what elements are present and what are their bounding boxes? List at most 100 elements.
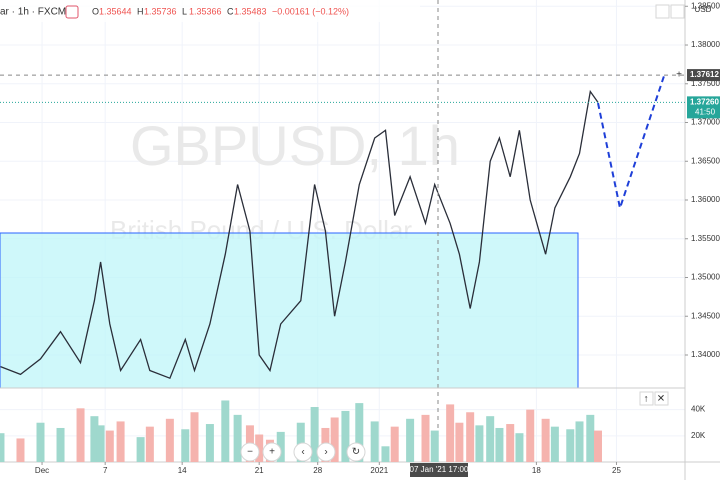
volume-bar: [165, 418, 174, 462]
volume-bar: [181, 429, 190, 462]
volume-bar: [455, 422, 464, 462]
volume-bar: [233, 414, 242, 462]
countdown: 41:50: [695, 107, 716, 116]
icon: ‹: [301, 447, 304, 458]
volume-controls: ↑ ✕: [639, 391, 669, 406]
scroll-right[interactable]: [316, 442, 336, 462]
volume-bar: [90, 416, 99, 462]
icon: +: [269, 447, 275, 458]
volume-bar: [466, 412, 475, 462]
crosshair-price: 1.37612: [690, 70, 719, 79]
plot: [0, 89, 599, 380]
volume-bar: [330, 417, 339, 462]
scroll-button[interactable]: [655, 4, 670, 19]
icon: ✕: [657, 394, 665, 405]
crosshair-plus: +: [676, 70, 682, 81]
symbol-label[interactable]: ar · 1h · FXCM: [0, 7, 66, 18]
ohlc-value: 1.35644: [99, 6, 132, 16]
y-tick-label: 1.38000: [691, 40, 720, 49]
y-tick-label: 1.34500: [691, 311, 720, 320]
x-tick-label: Dec: [35, 466, 49, 475]
volume-bar: [495, 427, 504, 462]
change: −0.00161 (−0.12%): [272, 6, 349, 16]
volume-bar: [96, 425, 105, 462]
x-tick-label: 28: [313, 466, 322, 475]
icon: ↑: [644, 394, 649, 405]
x-tick-label: 2021: [370, 466, 388, 475]
volume-bar: [446, 404, 455, 462]
volume-bar: [566, 429, 575, 462]
price-line: [0, 89, 599, 380]
volume-bar: [145, 426, 154, 462]
volume-bar: [56, 427, 65, 462]
ohlc-value: 1.35736: [144, 6, 177, 16]
y2-tick-label: 40K: [691, 405, 706, 414]
y-tick-label: 1.35500: [691, 234, 720, 243]
y-tick-label: 1.37500: [691, 79, 720, 88]
x-tick-label: 18: [532, 466, 541, 475]
x-tick-label: 21: [255, 466, 264, 475]
volume-bar: [255, 434, 264, 462]
close-button[interactable]: [654, 391, 669, 406]
volume-bar: [296, 422, 305, 462]
ohlc-label: L: [182, 6, 187, 16]
volume-bar: [36, 422, 45, 462]
volume-bar: [190, 412, 199, 462]
zoom-controls: − + ‹ › ↻: [240, 442, 366, 462]
volume-bar: [221, 400, 230, 462]
volume-bar: [541, 418, 550, 462]
zoom-in[interactable]: [262, 442, 282, 462]
flag[interactable]: [65, 5, 79, 19]
axes: 1.34000 1.34500 1.35000 1.35500 1.36000 1.365…: [35, 1, 720, 475]
y-tick-label: 1.35000: [691, 273, 720, 282]
y-tick-label: 1.34000: [691, 350, 720, 359]
ohlc-value: 1.35366: [189, 6, 222, 16]
volume-bar: [593, 430, 602, 462]
move-up-button[interactable]: [639, 391, 654, 406]
y-tick-label: 1.38500: [691, 1, 720, 10]
x-tick-label: 14: [178, 466, 187, 475]
volume-bar: [341, 410, 350, 462]
currency: USD: [695, 5, 712, 14]
volume-bar: [116, 421, 125, 462]
volume-bar: [506, 424, 515, 462]
volume-bar: [310, 407, 319, 462]
y-tick-label: 1.36500: [691, 156, 720, 165]
zoom-out[interactable]: [240, 442, 260, 462]
y2-tick-label: 20K: [691, 431, 706, 440]
volume-bar: [406, 418, 415, 462]
last-price: 1.37260: [690, 97, 719, 106]
volume-bar: [105, 430, 114, 462]
volume-bar: [390, 426, 399, 462]
maximize-button[interactable]: [670, 4, 685, 19]
volume-bar: [205, 424, 214, 462]
ohlc-value: 1.35483: [234, 6, 267, 16]
volume-bar: [136, 437, 145, 462]
y-tick-label: 1.37000: [691, 118, 720, 127]
volume-bar: [0, 433, 5, 462]
ohlc-label: H: [137, 6, 144, 16]
ohlc-label: C: [227, 6, 234, 16]
crosshair-time-tag: [410, 463, 468, 477]
icon: ›: [324, 447, 327, 458]
crosshair-time: 07 Jan '21 17:00: [410, 465, 469, 474]
reset[interactable]: [346, 442, 366, 462]
volume-bar: [421, 414, 430, 462]
last-price-tag: [687, 96, 720, 119]
projection-drawing[interactable]: [597, 72, 666, 212]
volume-bar: [430, 430, 439, 462]
volume-bar: [76, 408, 85, 462]
volume-bar: [550, 426, 559, 462]
scroll-left[interactable]: [293, 442, 313, 462]
volume-bar: [16, 438, 25, 462]
ohlc-label: O: [92, 6, 99, 16]
volume-pane: [0, 400, 602, 462]
rectangle-drawing[interactable]: [0, 232, 579, 389]
ohlc: O 1.35644 H 1.35736 L 1.35366 C 1.35483: [92, 6, 267, 16]
header-bg: [0, 0, 420, 22]
volume-bar: [486, 416, 495, 462]
icon: ↻: [352, 447, 360, 458]
watermark-symbol: GBPUSD, 1h: [130, 114, 460, 177]
